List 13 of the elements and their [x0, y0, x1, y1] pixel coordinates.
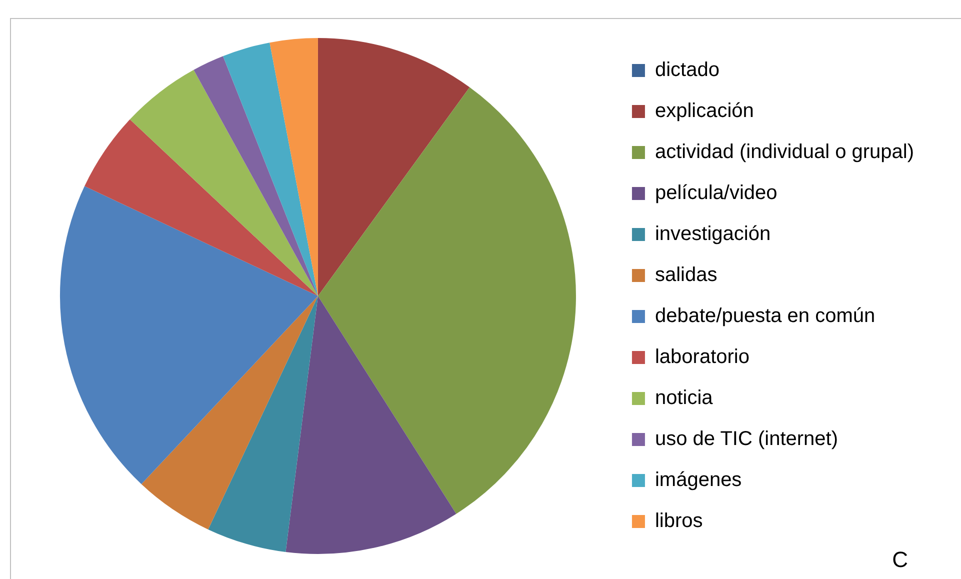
legend-label: imágenes — [654, 469, 742, 492]
legend-label: actividad (individual o grupal) — [654, 141, 914, 164]
legend-label: laboratorio — [654, 346, 750, 368]
legend-label: debate/puesta en común — [654, 305, 876, 328]
legend-label: salidas — [654, 264, 718, 286]
legend-label: película/video — [654, 182, 778, 204]
legend-label: explicación — [654, 100, 754, 122]
legend-label: noticia — [654, 387, 714, 410]
legend-label: uso de TIC (internet) — [654, 428, 838, 450]
legend-label: dictado — [654, 59, 720, 82]
legend-label: investigación — [654, 223, 771, 246]
text: C — [892, 547, 908, 572]
legend-label: libros — [654, 510, 703, 532]
